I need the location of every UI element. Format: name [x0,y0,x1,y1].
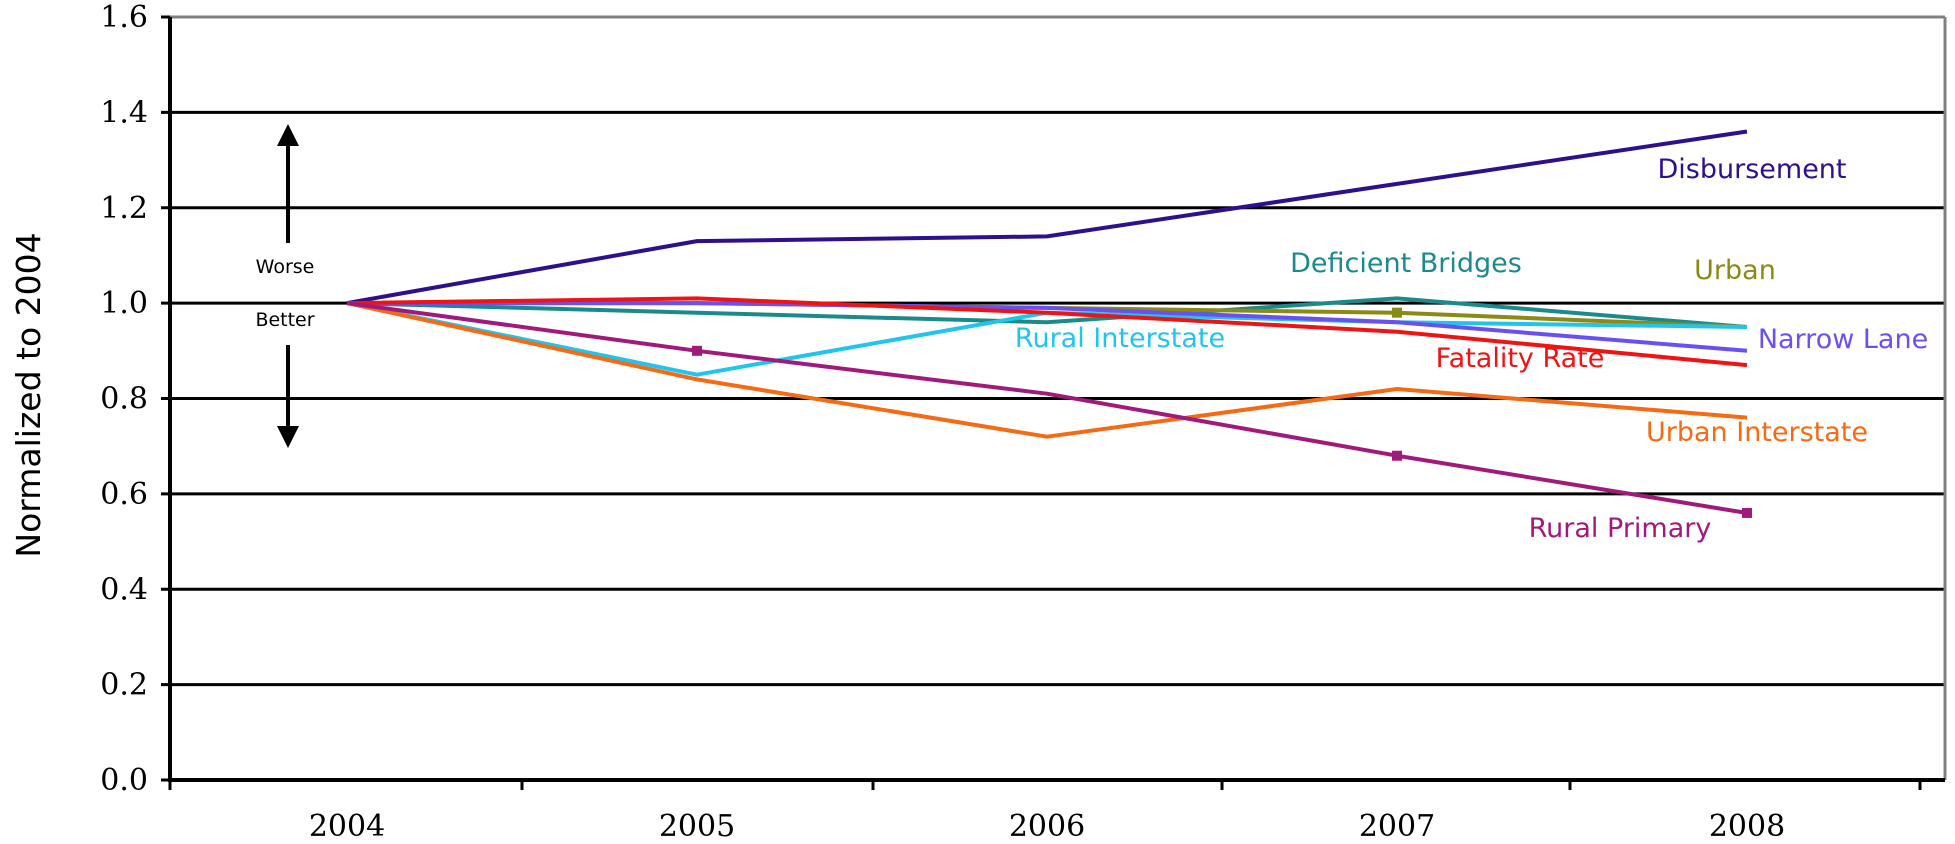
series-label: Rural Interstate [1015,323,1225,354]
x-axis-ticks: 2004 2005 2006 2007 2008 [168,780,1922,844]
series-marker [1742,507,1752,518]
arrow-down-icon [277,426,299,448]
y-tick-label: 0.2 [100,668,148,703]
series-line [347,301,1748,353]
series-label: Fatality Rate [1436,343,1605,374]
y-axis-ticks: 0.0 0.2 0.4 0.6 0.8 1.0 1.2 1.4 1.6 [100,0,170,798]
series-line [346,296,1748,329]
series-line [346,301,1748,439]
series-line [346,301,1748,515]
series-lines [346,129,1752,518]
plot-frame [168,15,1947,782]
series-marker [1392,450,1402,461]
better-label: Better [255,309,314,331]
worse-label: Worse [256,256,315,278]
y-tick-label: 1.0 [100,286,148,321]
y-tick-label: 1.6 [100,0,148,35]
series-line [346,129,1748,306]
arrow-up-icon [277,124,299,146]
y-tick-label: 0.8 [100,382,148,417]
y-tick-label: 1.4 [100,95,148,130]
x-tick-label: 2005 [659,809,735,844]
y-tick-label: 1.2 [100,191,148,226]
series-line [346,296,1748,368]
series-label: Deficient Bridges [1290,248,1522,279]
worse-better-annotation: Worse Better [255,124,315,448]
y-tick-label: 0.0 [100,763,148,798]
x-tick-label: 2006 [1009,809,1085,844]
series-label: Rural Primary [1529,513,1712,544]
series-marker [692,345,702,356]
y-axis-label: Normalized to 2004 [9,232,48,557]
series-label: Narrow Lane [1758,324,1928,355]
y-tick-label: 0.4 [100,572,148,607]
series-label: Urban Interstate [1646,417,1868,448]
series-label: Urban [1694,255,1776,286]
x-tick-label: 2007 [1359,809,1435,844]
series-label: Disbursement [1658,154,1847,185]
series-labels: Disbursement Deficient Bridges Urban Rural … [1015,154,1928,544]
x-tick-label: 2004 [309,809,385,844]
series-marker [1392,307,1402,318]
y-tick-label: 0.6 [100,477,148,512]
x-tick-label: 2008 [1709,809,1785,844]
